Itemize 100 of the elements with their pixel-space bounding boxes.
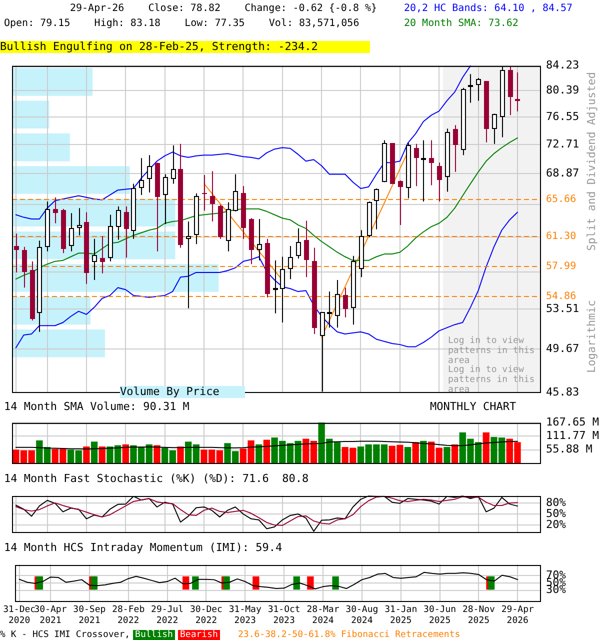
candlestick [288,245,293,280]
y-tick-label: 80% [546,496,566,509]
candlestick [367,200,372,238]
y-tick-label: 53.51 [546,302,580,316]
y-tick-label: 50% [546,506,566,520]
candlestick [398,180,403,226]
x-tick-label: 30-Aug 2024 [346,605,378,626]
candlestick [280,256,285,324]
candlestick [453,124,458,172]
bar [12,68,93,96]
chart-subtitle: Bullish Engulfing on 28-Feb-25, Strength: -234.2 [0,40,370,53]
candlestick [304,220,309,278]
candlestick [296,228,301,260]
y-tick-label: 80.39 [546,84,580,97]
candlestick [202,174,207,212]
x-tick-label: 29-Jul 2022 [151,605,184,626]
candlestick [14,233,19,273]
bar [83,446,90,464]
candlestick [210,170,215,222]
bar [412,442,419,464]
ref-line-label: 54.86 [546,291,576,302]
ref-line-label: 57.99 [546,261,576,272]
x-tick-label: 30-Sep 2021 [73,605,106,626]
candlestick [515,72,520,112]
candlestick [186,221,191,309]
text: Open: 79.15 High: 83.18 Low: 77.35 Vol: 83,571,056 [4,18,360,29]
y-tick-label: 111.77 M [546,429,600,442]
candlestick [406,142,411,199]
candlestick [429,140,434,186]
bar [12,133,70,162]
ref-line-label: 65.66 [546,194,576,206]
candlestick [147,154,152,194]
candlestick [257,218,262,261]
y-tick-label: 30% [546,583,566,596]
text: Split and Dividend Adjusted [585,72,598,251]
x-tick-label: 31-Oct 2023 [268,605,300,626]
bar [177,446,184,464]
text: Volume By Price [120,385,245,398]
bar [420,440,427,464]
y-tick-label: 167.65 M [546,415,600,428]
y-tick-label: 20% [546,518,566,531]
bar [12,329,105,358]
y-tick-label: 68.87 [546,166,580,180]
candlestick [226,202,231,252]
annotation: Log in to view patterns in this area [448,336,536,366]
candlestick [468,74,473,104]
x-tick-label: 31-May 2023 [228,605,262,626]
x-tick-label: 28-Feb 2022 [112,605,145,626]
bar [12,166,130,194]
y-tick-label: 76.55 [546,110,580,123]
x-tick-label: 28-Nov 2025 [462,605,495,626]
text: 29-Apr-26 Close: 78.82 Change: -0.62 {-0.8 %} [70,3,378,14]
candlestick [139,158,144,196]
bar [451,444,458,464]
bar [404,447,412,464]
legend-title: % K - HCS IMI Crossover, [0,630,130,640]
candlestick [22,246,27,288]
candlestick [100,236,105,274]
bar [482,432,490,464]
candlestick [343,287,348,318]
bar [98,446,106,464]
x-tick-label: 30-Dec 2022 [190,605,222,626]
text: 20 Month SMA: 73.62 [404,18,518,29]
bar [122,444,129,464]
y-tick-label: 55.88 M [546,442,593,456]
chart-title: 14 Month SMA Volume: 90.31 M [4,400,190,413]
candlestick [171,144,176,184]
candlestick [359,230,364,278]
y-tick-label: 49.67 [546,342,580,356]
text: Bullish [133,630,175,640]
chart-title: 14 Month HCS Intraday Momentum (IMI): 59.4 [4,541,282,554]
x-tick-label: 31-Dec 2020 [3,605,36,626]
candlestick [335,280,340,328]
bar [444,447,450,464]
x-tick-label: 30-Jun 2025 [424,605,456,626]
x-tick-label: 31-Jan 2025 [384,605,418,626]
candlestick [374,188,379,230]
y-tick-label: 45.83 [546,385,580,398]
x-tick-label: 28-Mar 2024 [306,605,340,626]
bar [154,445,160,464]
candlestick [437,162,442,202]
candlestick [194,192,199,245]
x-tick-label: 29-Apr 2026 [501,605,534,626]
candlestick [351,255,356,326]
text: 20,2 HC Bands: 64.10 , 84.57 [404,3,573,14]
candlestick [476,78,481,102]
ref-line-label: 61.30 [546,231,576,242]
candlestick [492,113,497,144]
candlestick [233,174,238,212]
y-tick-label: 72.71 [546,137,580,150]
candlestick [445,128,450,192]
bar [263,440,270,464]
x-tick-label: 30-Apr 2021 [34,605,68,626]
bar [256,444,262,464]
y-tick-label: 84.23 [546,58,580,72]
candlestick [461,87,466,156]
candlestick [53,196,58,224]
candlestick [273,260,278,314]
text: 23.6-38.2-50-61.8% Fibonacci Retracements [238,630,460,640]
candlestick [414,143,419,187]
